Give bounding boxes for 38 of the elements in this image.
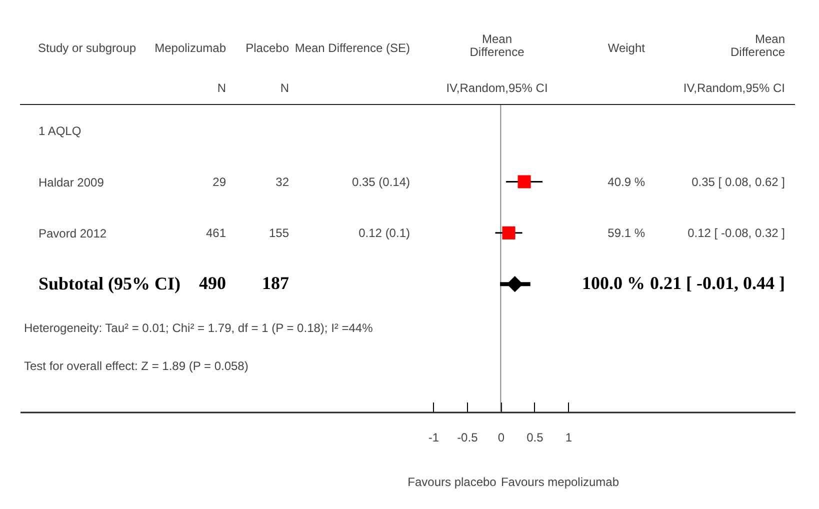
text: Mean Difference [730,32,786,59]
text: Favours placebo [408,475,497,489]
text: Mepolizumab [154,41,226,55]
annotation: 187 [262,273,289,294]
text: Mean Difference [470,32,525,59]
annotation: 0.21 [ -0.01, 0.44 ] [650,273,785,294]
y-tick-label: Haldar 2009 [38,175,104,190]
y-tick-label: Pavord 2012 [38,226,107,240]
text: N [217,81,226,95]
annotation: Test for overall effect: Z = 1.89 (P = 0.058) [24,359,248,373]
text: Mean Difference (SE) [294,41,410,55]
annotation: 32 [276,174,290,189]
annotation: 461 [206,226,226,240]
x-tick-label: 0.5 [526,430,544,444]
y-tick-label: 1 AQLQ [38,124,82,138]
annotation: 0.35 (0.14) [352,174,410,189]
annotation: 100.0 % [582,273,645,294]
annotation: 40.9 % [608,174,646,189]
annotation: 490 [199,273,226,294]
x-tick-label: -0.5 [457,430,478,444]
annotation: Heterogeneity: Tau² = 0.01; Chi² = 1.79, df = 1 (P = 0.18); I² =44% [24,321,374,335]
text: Favours mepolizumab [500,475,620,489]
y-tick-label: Subtotal (95% CI) [38,274,181,294]
text: IV,Random,95% CI [683,81,785,95]
x-tick-label: -1 [428,430,440,444]
annotation: 0.12 [ -0.08, 0.32 ] [688,226,785,240]
annotation: 29 [212,174,226,189]
text: Study or subgroup [38,41,136,55]
text: N [280,81,289,95]
annotation: 0.35 [ 0.08, 0.62 ] [692,174,785,189]
text: Placebo [246,41,290,55]
text: IV,Random,95% CI [446,81,548,95]
text: Weight [608,41,646,55]
annotation: 155 [268,226,290,240]
annotation: 0.12 (0.1) [358,226,410,240]
annotation: 59.1 % [608,226,646,240]
x-tick-label: 0 [498,430,505,444]
x-tick-label: 1 [565,430,572,444]
